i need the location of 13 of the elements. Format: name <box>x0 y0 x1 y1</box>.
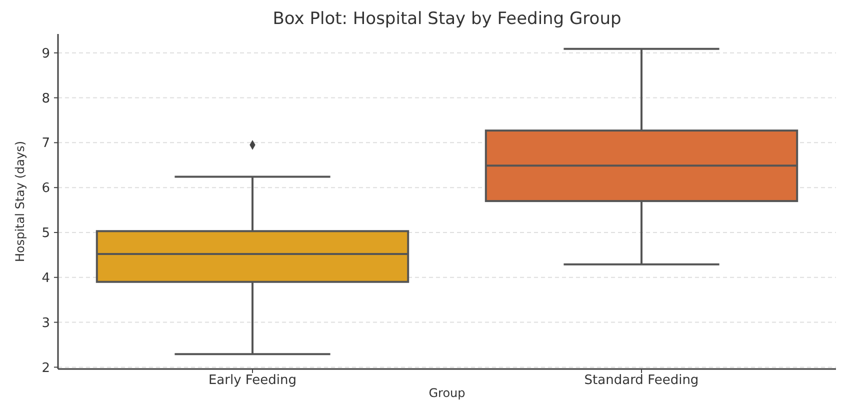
x-axis-title: Group <box>428 386 466 400</box>
y-tick-label: 7 <box>42 136 50 152</box>
y-tick-label: 9 <box>42 46 50 62</box>
x-tick-label: Early Feeding <box>208 373 297 388</box>
y-tick-label: 4 <box>42 270 50 286</box>
y-axis-title: Hospital Stay (days) <box>13 140 27 262</box>
chart-title: Box Plot: Hospital Stay by Feeding Group <box>272 9 622 29</box>
y-tick-label: 6 <box>42 181 50 196</box>
x-tick-label: Standard Feeding <box>584 373 699 388</box>
y-tick-label: 8 <box>42 91 50 106</box>
y-tick-label: 2 <box>42 360 50 376</box>
y-tick-label: 3 <box>42 316 50 331</box>
y-tick-label: 5 <box>42 226 50 242</box>
